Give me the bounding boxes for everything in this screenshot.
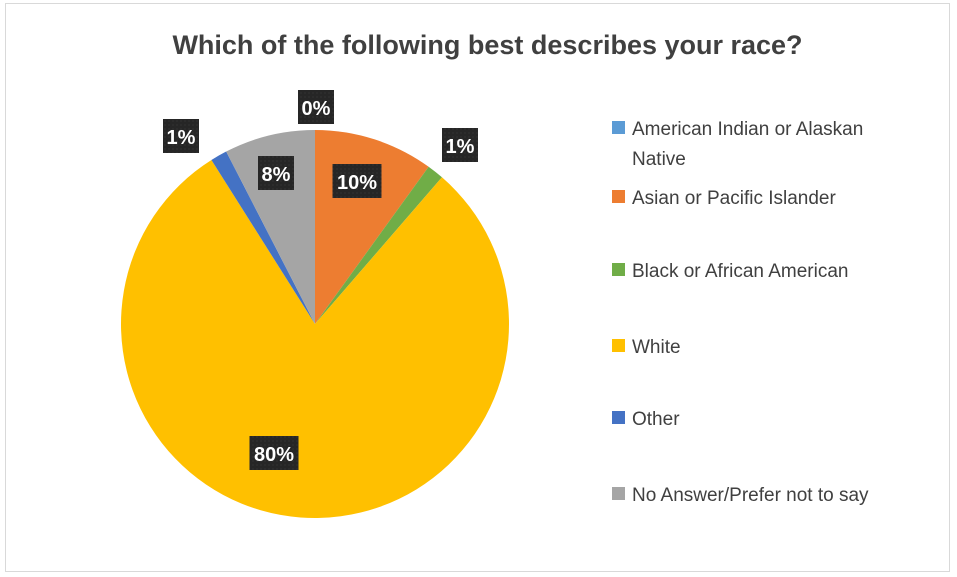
legend-label: No Answer/Prefer not to say [632,485,869,506]
legend-label: Asian or Pacific Islander [632,188,836,209]
data-label-background [163,119,199,153]
data-label-text: 8% [262,164,291,186]
legend-label: American Indian or Alaskan Native [632,119,864,170]
legend-swatch [612,263,625,276]
pie-slice [315,166,442,324]
legend-label: Other [632,409,680,430]
legend-swatch [612,190,625,203]
data-label-text: 1% [446,136,475,158]
legend-swatch [612,487,625,500]
data-label-text: 0% [302,98,331,120]
data-label-text: 10% [337,172,377,194]
legend-swatch [612,121,625,134]
data-label: 1% [442,128,478,162]
chart-title: Which of the following best describes yo… [172,30,803,60]
legend-label: Black or African American [632,261,849,282]
legend-label: White [632,337,681,358]
legend-swatch [612,411,625,424]
pie-slice [211,151,315,324]
data-label-background [249,436,299,470]
data-label: 1% [163,119,199,153]
data-label-background [258,156,294,190]
data-label-text: 80% [254,444,294,466]
data-label-background [442,128,478,162]
data-label: 0% [298,90,334,124]
data-label: 80% [249,436,299,470]
legend-swatch [612,339,625,352]
data-label-background [298,90,334,124]
data-label: 8% [258,156,294,190]
data-label-background [332,164,382,198]
data-label-text: 1% [167,127,196,149]
pie-slice [120,159,510,518]
data-label: 10% [332,164,382,198]
